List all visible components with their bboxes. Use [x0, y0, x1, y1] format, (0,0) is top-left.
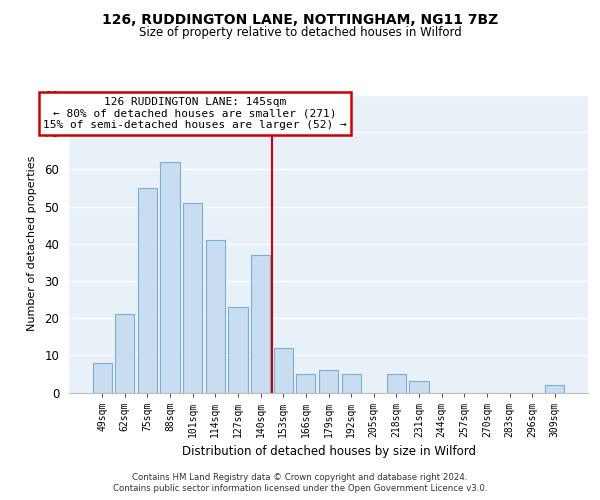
Y-axis label: Number of detached properties: Number of detached properties — [28, 156, 37, 332]
Bar — [183, 203, 202, 392]
X-axis label: Distribution of detached houses by size in Wilford: Distribution of detached houses by size … — [182, 445, 476, 458]
Bar — [341, 374, 361, 392]
Bar — [387, 374, 406, 392]
Bar — [229, 307, 248, 392]
Bar — [274, 348, 293, 393]
Bar — [92, 363, 112, 392]
Bar — [251, 255, 270, 392]
Bar — [409, 382, 428, 392]
Bar — [296, 374, 316, 392]
Text: 126 RUDDINGTON LANE: 145sqm
← 80% of detached houses are smaller (271)
15% of se: 126 RUDDINGTON LANE: 145sqm ← 80% of det… — [43, 97, 347, 130]
Bar — [206, 240, 225, 392]
Text: 126, RUDDINGTON LANE, NOTTINGHAM, NG11 7BZ: 126, RUDDINGTON LANE, NOTTINGHAM, NG11 7… — [102, 12, 498, 26]
Bar — [545, 385, 565, 392]
Text: Contains HM Land Registry data © Crown copyright and database right 2024.: Contains HM Land Registry data © Crown c… — [132, 472, 468, 482]
Bar — [160, 162, 180, 392]
Text: Contains public sector information licensed under the Open Government Licence v3: Contains public sector information licen… — [113, 484, 487, 493]
Text: Size of property relative to detached houses in Wilford: Size of property relative to detached ho… — [139, 26, 461, 39]
Bar — [319, 370, 338, 392]
Bar — [115, 314, 134, 392]
Bar — [138, 188, 157, 392]
